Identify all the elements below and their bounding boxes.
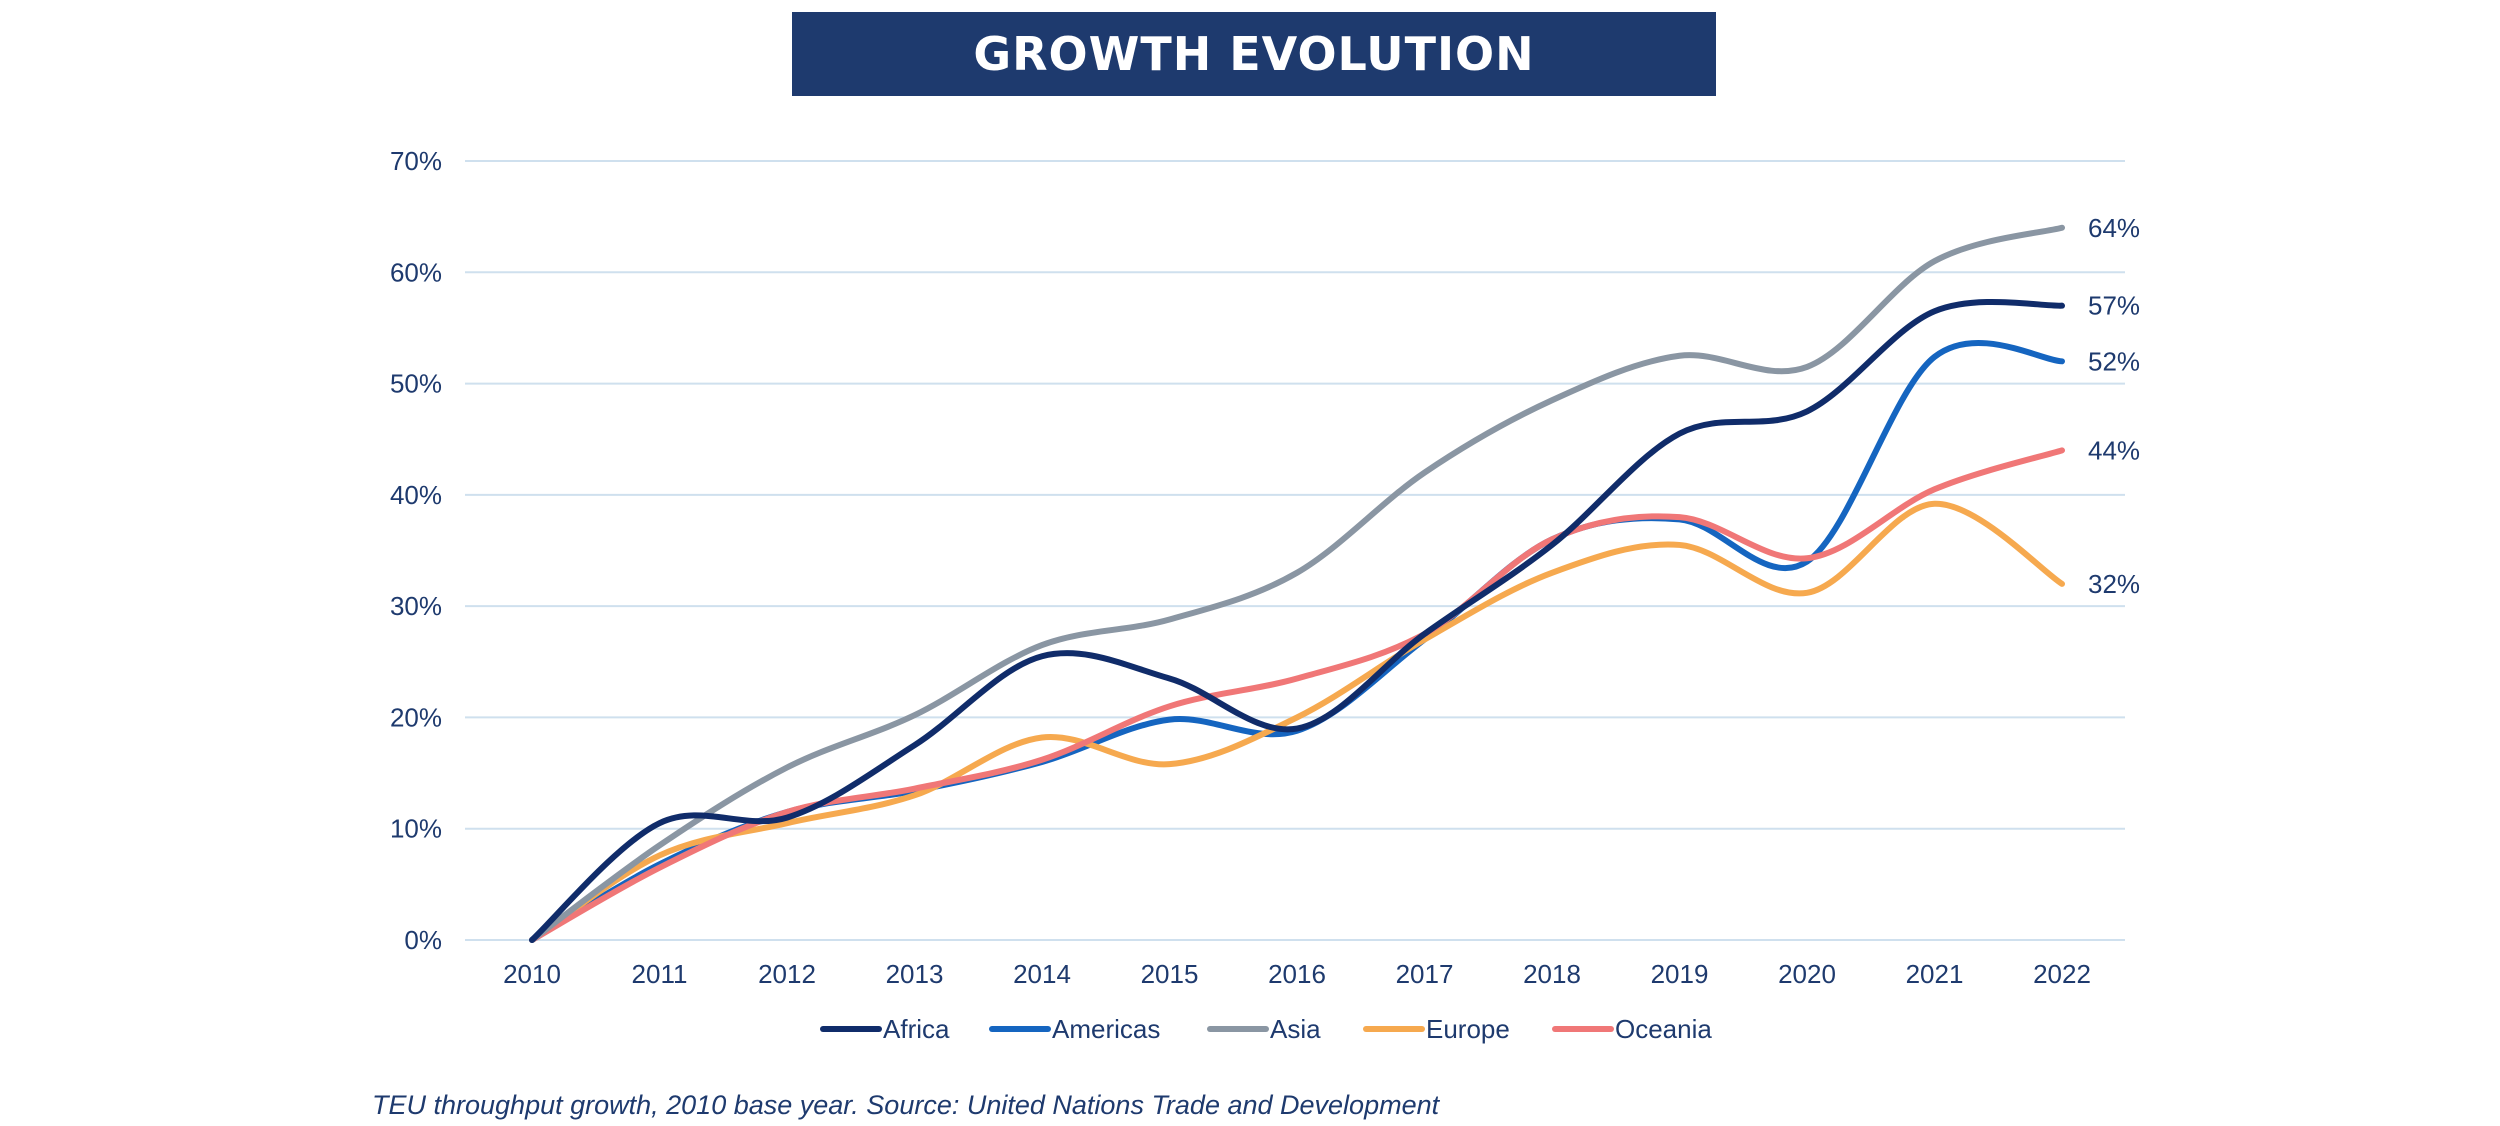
series-line-oceania — [529, 447, 2065, 943]
end-label-52: 52% — [2088, 346, 2140, 376]
x-tick-label-2012: 2012 — [758, 959, 816, 989]
legend-label-africa: Africa — [883, 1014, 950, 1044]
y-tick-label-70: 70% — [390, 146, 442, 176]
series-line-americas — [529, 339, 2065, 943]
y-tick-label-40: 40% — [390, 480, 442, 510]
x-tick-label-2022: 2022 — [2033, 959, 2091, 989]
y-tick-label-50: 50% — [390, 369, 442, 399]
title-banner: GROWTH EVOLUTION — [792, 12, 1716, 96]
end-label-64: 64% — [2088, 213, 2140, 243]
legend-label-americas: Americas — [1052, 1014, 1160, 1044]
x-tick-label-2013: 2013 — [886, 959, 944, 989]
series-lines — [529, 224, 2065, 943]
x-tick-label-2016: 2016 — [1268, 959, 1326, 989]
x-tick-label-2020: 2020 — [1778, 959, 1836, 989]
x-tick-label-2017: 2017 — [1396, 959, 1454, 989]
x-tick-label-2021: 2021 — [1906, 959, 1964, 989]
chart-title: GROWTH EVOLUTION — [973, 27, 1535, 81]
end-labels: 64% 57% 52% 44% 32% — [2088, 213, 2140, 599]
series-line-asia — [529, 224, 2065, 943]
legend-label-oceania: Oceania — [1615, 1014, 1712, 1044]
x-tick-label-2018: 2018 — [1523, 959, 1581, 989]
series-line-europe — [529, 500, 2065, 943]
series-line-africa — [529, 298, 2065, 943]
end-label-57: 57% — [2088, 291, 2140, 321]
x-tick-label-2010: 2010 — [503, 959, 561, 989]
end-label-44: 44% — [2088, 435, 2140, 465]
chart-caption: TEU throughput growth, 2010 base year. S… — [372, 1090, 1440, 1120]
y-axis-ticks: 0% 10% 20% 30% 40% 50% 60% 70% — [390, 146, 442, 955]
grid-lines — [465, 160, 2125, 941]
y-tick-label-10: 10% — [390, 814, 442, 844]
x-axis-ticks: 2010 2011 2012 2013 2014 2015 2016 2017 2018 2019… — [503, 959, 2091, 989]
y-tick-label-30: 30% — [390, 591, 442, 621]
y-tick-label-20: 20% — [390, 702, 442, 732]
legend-label-asia: Asia — [1270, 1014, 1321, 1044]
end-label-32: 32% — [2088, 569, 2140, 599]
y-tick-label-0: 0% — [404, 925, 442, 955]
y-tick-label-60: 60% — [390, 257, 442, 287]
legend: Africa Americas Asia Europe Oceania — [820, 1014, 1712, 1044]
x-tick-label-2015: 2015 — [1141, 959, 1199, 989]
x-tick-label-2019: 2019 — [1651, 959, 1709, 989]
x-tick-label-2014: 2014 — [1013, 959, 1071, 989]
legend-label-europe: Europe — [1426, 1014, 1510, 1044]
x-tick-label-2011: 2011 — [632, 959, 688, 989]
